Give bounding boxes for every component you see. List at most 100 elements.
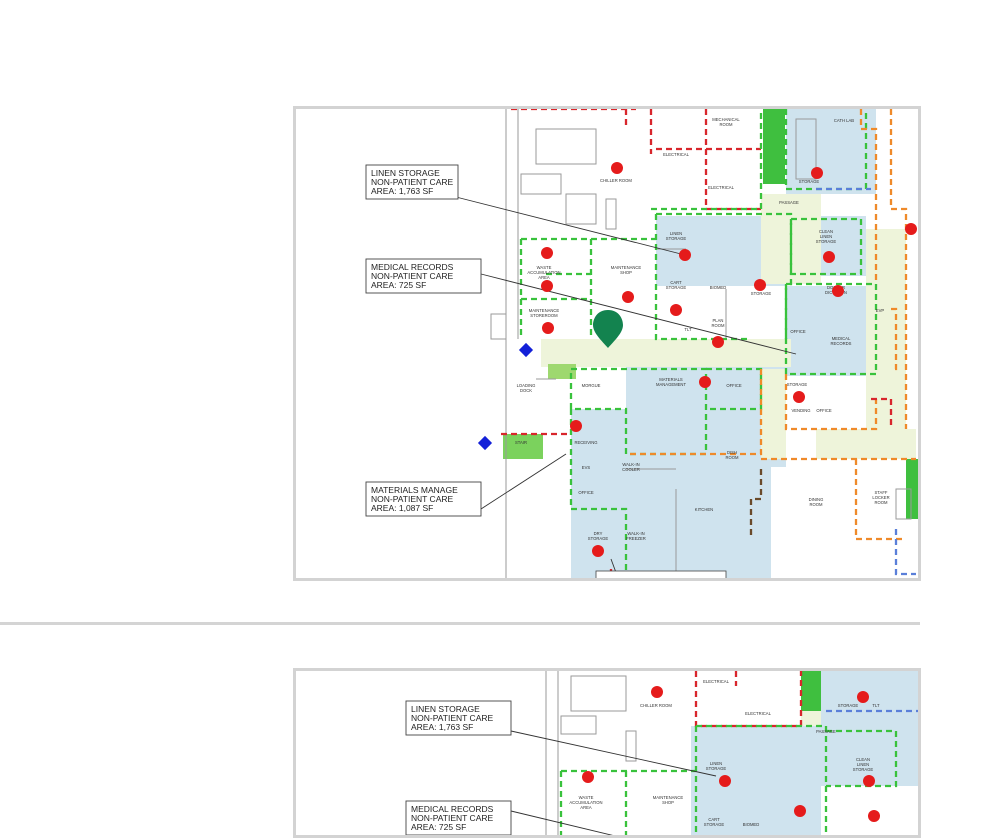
svg-text:STAIR: STAIR: [515, 440, 527, 445]
svg-text:ROOM: ROOM: [725, 455, 739, 460]
svg-text:DRY: DRY: [594, 531, 603, 536]
floor-plan-frame-top: LINEN STORAGE NON-PATIENT CARE AREA: 1,7…: [293, 106, 921, 581]
svg-text:MECHANICAL: MECHANICAL: [712, 117, 740, 122]
svg-text:ACCUMULATION: ACCUMULATION: [569, 800, 602, 805]
red-dot-marker-icon[interactable]: [651, 686, 663, 698]
svg-text:OFFICE: OFFICE: [790, 329, 806, 334]
svg-text:STORAGE: STORAGE: [704, 822, 725, 827]
red-dot-marker-icon[interactable]: [541, 280, 553, 292]
red-dot-marker-icon[interactable]: [679, 249, 691, 261]
svg-text:MANAGEMENT: MANAGEMENT: [656, 382, 686, 387]
svg-text:MEDICAL RECORDS: MEDICAL RECORDS: [371, 262, 454, 272]
red-dot-marker-icon[interactable]: [868, 810, 880, 822]
red-dot-marker-icon[interactable]: [542, 322, 554, 334]
red-dot-marker-icon[interactable]: [863, 775, 875, 787]
svg-text:STORAGE: STORAGE: [666, 285, 687, 290]
red-dot-marker-icon[interactable]: [582, 771, 594, 783]
stair-hatch: [763, 109, 785, 184]
svg-text:SHOP: SHOP: [620, 270, 632, 275]
room-labels: MECHANICAL ROOM CATH LAB ELECTRICAL ELEC…: [515, 117, 890, 541]
corridors: [541, 194, 916, 459]
svg-text:STORAGE: STORAGE: [787, 382, 808, 387]
red-dot-marker-icon[interactable]: [811, 167, 823, 179]
svg-text:OFFICE: OFFICE: [578, 490, 594, 495]
red-dot-marker-icon[interactable]: [570, 420, 582, 432]
callout-medical-records: MEDICAL RECORDS NON-PATIENT CARE AREA: 7…: [365, 258, 482, 294]
red-dot-marker-icon[interactable]: [832, 285, 844, 297]
svg-text:PLAN: PLAN: [713, 318, 724, 323]
svg-text:KITCHEN: KITCHEN: [695, 507, 713, 512]
svg-text:STORAGE: STORAGE: [588, 536, 609, 541]
svg-text:AREA: 725 SF: AREA: 725 SF: [371, 280, 426, 290]
svg-text:SHOP: SHOP: [662, 800, 674, 805]
red-dot-marker-icon[interactable]: [794, 805, 806, 817]
red-dot-marker-icon[interactable]: [823, 251, 835, 263]
svg-text:TLT: TLT: [872, 703, 880, 708]
svg-text:EVS: EVS: [582, 465, 591, 470]
red-dot-marker-icon[interactable]: [592, 545, 604, 557]
leader-lines: [455, 196, 797, 578]
red-dot-marker-icon[interactable]: [622, 291, 634, 303]
svg-text:MEDICAL: MEDICAL: [832, 336, 851, 341]
svg-text:NON-PATIENT CARE: NON-PATIENT CARE: [411, 713, 494, 723]
callout-linen-storage-2: LINEN STORAGE NON-PATIENT CARE AREA: 1,7…: [405, 700, 512, 736]
svg-text:DOCK: DOCK: [520, 388, 532, 393]
red-dot-marker-icon[interactable]: [541, 247, 553, 259]
svg-text:CHILLER ROOM: CHILLER ROOM: [600, 178, 632, 183]
svg-text:OFFICE: OFFICE: [726, 383, 742, 388]
zone-clean-linen: [789, 217, 863, 276]
floor-plan-bottom[interactable]: LINEN STORAGE NON-PATIENT CARE AREA: 1,7…: [296, 671, 918, 838]
floor-plan-top[interactable]: LINEN STORAGE NON-PATIENT CARE AREA: 1,7…: [296, 109, 918, 578]
red-dot-marker-icon[interactable]: [670, 304, 682, 316]
svg-text:LOCKER: LOCKER: [872, 495, 889, 500]
svg-text:ELECTRICAL: ELECTRICAL: [703, 679, 730, 684]
location-pin-icon[interactable]: [593, 310, 623, 348]
svg-text:ACCUMULATION: ACCUMULATION: [527, 270, 560, 275]
blue-diamond-marker-icon[interactable]: [477, 435, 493, 451]
svg-text:ELECTRICAL: ELECTRICAL: [708, 185, 735, 190]
svg-text:LOADING: LOADING: [517, 383, 536, 388]
svg-text:CART: CART: [708, 817, 720, 822]
red-dot-marker-icon[interactable]: [719, 775, 731, 787]
svg-text:TLT: TLT: [684, 327, 692, 332]
svg-text:WASTE: WASTE: [579, 795, 594, 800]
svg-text:DISH: DISH: [727, 450, 737, 455]
svg-text:MORGUE: MORGUE: [582, 383, 601, 388]
svg-text:MAINTENANCE: MAINTENANCE: [529, 308, 560, 313]
svg-text:CLEAN: CLEAN: [856, 757, 870, 762]
stair-block: [503, 434, 543, 459]
blue-diamond-marker-icon[interactable]: [518, 342, 534, 358]
svg-text:LINEN: LINEN: [820, 234, 832, 239]
red-dot-marker-icon[interactable]: [699, 376, 711, 388]
svg-text:WASTE: WASTE: [537, 265, 552, 270]
svg-text:MATERIALS MANAGE: MATERIALS MANAGE: [371, 485, 458, 495]
red-dot-marker-icon[interactable]: [611, 162, 623, 174]
svg-text:STORAGE: STORAGE: [799, 179, 820, 184]
red-dot-marker-icon[interactable]: [712, 336, 724, 348]
svg-text:STORAGE: STORAGE: [666, 236, 687, 241]
svg-text:NON-PATIENT CARE: NON-PATIENT CARE: [371, 177, 454, 187]
svg-text:STORAGE: STORAGE: [853, 767, 874, 772]
svg-text:CHILLER ROOM: CHILLER ROOM: [640, 703, 672, 708]
svg-text:PASSAGE: PASSAGE: [779, 200, 799, 205]
svg-text:ROOM: ROOM: [874, 500, 888, 505]
svg-text:NON-PATIENT CARE: NON-PATIENT CARE: [411, 813, 494, 823]
zone-green-top: [651, 109, 763, 211]
red-dot-marker-icon[interactable]: [754, 279, 766, 291]
svg-text:LINEN: LINEN: [670, 231, 682, 236]
svg-text:WALK-IN: WALK-IN: [627, 531, 644, 536]
svg-text:EVP: EVP: [876, 308, 885, 313]
svg-text:STORAGE: STORAGE: [751, 291, 772, 296]
room-labels-bottom: ELECTRICAL ELECTRICAL CHILLER ROOM STORA…: [569, 679, 880, 827]
svg-text:ELECTRICAL: ELECTRICAL: [745, 711, 772, 716]
svg-text:LINEN STORAGE: LINEN STORAGE: [371, 168, 440, 178]
red-dot-marker-icon[interactable]: [793, 391, 805, 403]
red-dot-marker-icon[interactable]: [905, 223, 917, 235]
svg-text:WALK-IN: WALK-IN: [622, 462, 639, 467]
svg-text:AREA: 1,087 SF: AREA: 1,087 SF: [371, 503, 433, 513]
svg-text:OFFICE: OFFICE: [816, 408, 832, 413]
svg-text:ROOM: ROOM: [719, 122, 733, 127]
red-dot-marker-icon[interactable]: [857, 691, 869, 703]
svg-text:STORAGE: STORAGE: [816, 239, 837, 244]
svg-text:MAINTENANCE: MAINTENANCE: [611, 265, 642, 270]
